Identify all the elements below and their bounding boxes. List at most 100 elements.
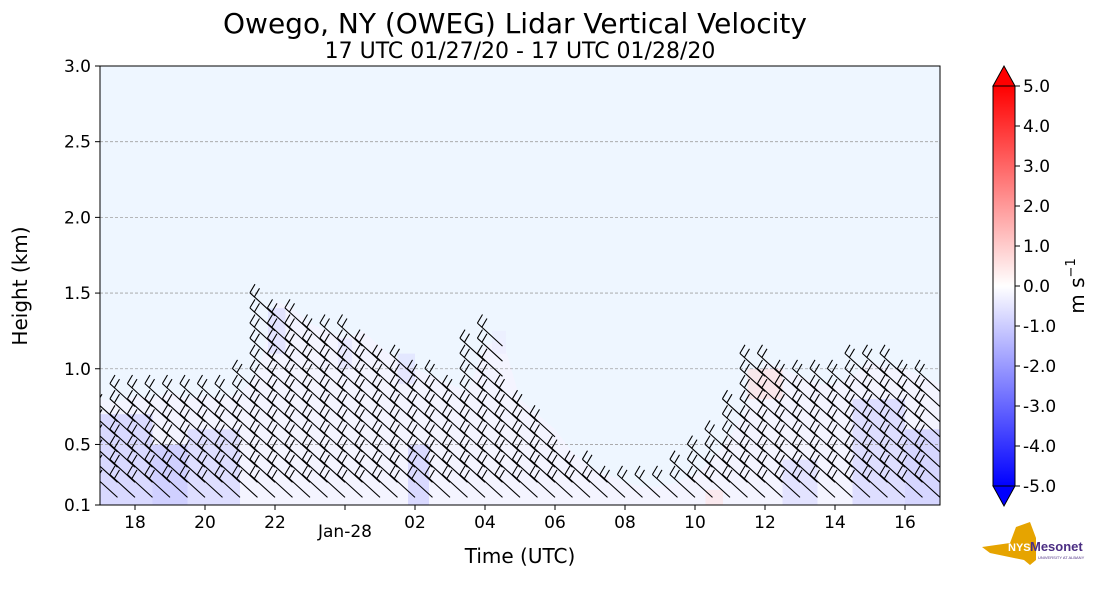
colorbar-tick-label: 5.0 <box>1023 77 1050 97</box>
wind-barb <box>284 314 311 347</box>
wind-barb <box>826 435 853 468</box>
wind-barb <box>861 359 888 392</box>
wind-barb <box>844 405 871 438</box>
wind-barb <box>424 450 451 483</box>
wind-barb <box>791 374 818 408</box>
y-tick-label: 2.0 <box>64 208 91 228</box>
colorbar-tick-label: -3.0 <box>1023 397 1056 417</box>
wind-barb <box>476 420 503 453</box>
wind-barb <box>879 465 906 498</box>
y-tick-label: 1.5 <box>64 284 91 304</box>
wind-barb <box>564 450 591 483</box>
x-tick-label: 08 <box>614 513 636 533</box>
wind-barb <box>406 450 433 483</box>
wind-barb <box>914 465 940 498</box>
y-axis-ticks: 0.1 0.5 1.0 1.5 2.0 2.5 3.0 <box>64 57 100 516</box>
wind-barb <box>774 405 801 438</box>
wind-barb <box>231 405 258 438</box>
wind-barb <box>791 465 818 498</box>
wind-barb <box>529 405 556 438</box>
colorbar-label-unit: m s <box>1065 277 1089 313</box>
wind-barb <box>476 344 503 377</box>
wind-barb <box>494 450 521 483</box>
wind-barb <box>896 359 923 392</box>
wind-barb <box>354 405 381 438</box>
wind-barb <box>791 450 818 483</box>
wind-barb <box>441 389 468 423</box>
wind-barb <box>301 420 328 453</box>
wind-barb <box>214 405 241 438</box>
x-axis-ticks: 18 20 22 Jan-28 02 04 06 08 10 12 14 16 <box>124 505 916 542</box>
wind-barb <box>266 299 293 332</box>
wind-barb <box>319 329 346 362</box>
x-tick-label: Jan-28 <box>317 522 372 542</box>
colorbar-min-extend <box>992 485 1016 508</box>
wind-barb <box>284 465 311 498</box>
wind-barb <box>284 374 311 408</box>
wind-barb <box>756 405 783 438</box>
wind-barb <box>441 420 468 453</box>
nys-mesonet-logo: NYS Mesonet UNIVERSITY AT ALBANY <box>982 522 1085 565</box>
wind-barb <box>100 439 118 468</box>
wind-barb <box>861 389 888 423</box>
wind-barb <box>319 465 346 498</box>
wind-barb <box>686 450 713 483</box>
plot-area <box>99 65 941 506</box>
wind-barb <box>406 405 433 438</box>
wind-barb <box>284 299 311 332</box>
wind-barb <box>389 359 416 392</box>
wind-barb <box>284 405 311 438</box>
wind-barb <box>424 359 451 392</box>
wind-barb <box>686 435 713 468</box>
wind-barb <box>266 329 293 362</box>
wind-barb <box>100 436 101 437</box>
wind-barb <box>476 435 503 468</box>
wind-barb <box>441 450 468 483</box>
wind-barb <box>861 405 888 438</box>
wind-barb <box>791 420 818 453</box>
wind-barb <box>231 450 258 483</box>
wind-barb <box>756 374 783 408</box>
wind-barb <box>721 435 748 468</box>
wind-barb <box>879 344 906 377</box>
wind-barb <box>301 465 328 498</box>
wind-barb <box>389 405 416 438</box>
colorbar-tick-label: 3.0 <box>1023 157 1050 177</box>
wind-barb <box>844 465 871 498</box>
wind-barb <box>231 389 258 423</box>
wind-barb <box>704 465 731 498</box>
wind-barb <box>266 405 293 438</box>
velocity-patch <box>747 368 783 400</box>
wind-barb <box>179 374 206 408</box>
wind-barb <box>441 374 468 408</box>
wind-barb <box>354 435 381 468</box>
wind-barb <box>336 450 363 483</box>
wind-barb <box>511 450 538 483</box>
y-tick-label: 1.0 <box>64 360 91 380</box>
wind-barb <box>459 374 486 408</box>
wind-barb <box>249 405 276 438</box>
wind-barb <box>704 435 731 468</box>
wind-barb <box>319 389 346 423</box>
wind-barb <box>826 405 853 438</box>
wind-barb <box>389 389 416 423</box>
wind-barb <box>336 420 363 453</box>
colorbar-tick-label: -4.0 <box>1023 437 1056 457</box>
wind-barb <box>896 389 923 423</box>
wind-barb <box>459 405 486 438</box>
wind-barb <box>809 435 836 468</box>
x-tick-label: 14 <box>824 513 846 533</box>
wind-barb <box>336 435 363 468</box>
wind-barb <box>459 450 486 483</box>
wind-barb <box>266 389 293 423</box>
wind-barb <box>179 389 206 423</box>
wind-barb <box>529 420 556 453</box>
wind-barb <box>651 465 678 498</box>
wind-barb <box>196 420 223 453</box>
wind-barb <box>266 450 293 483</box>
wind-barb <box>424 389 451 423</box>
wind-barb <box>669 450 696 483</box>
wind-barb <box>249 450 276 483</box>
wind-barb <box>809 405 836 438</box>
